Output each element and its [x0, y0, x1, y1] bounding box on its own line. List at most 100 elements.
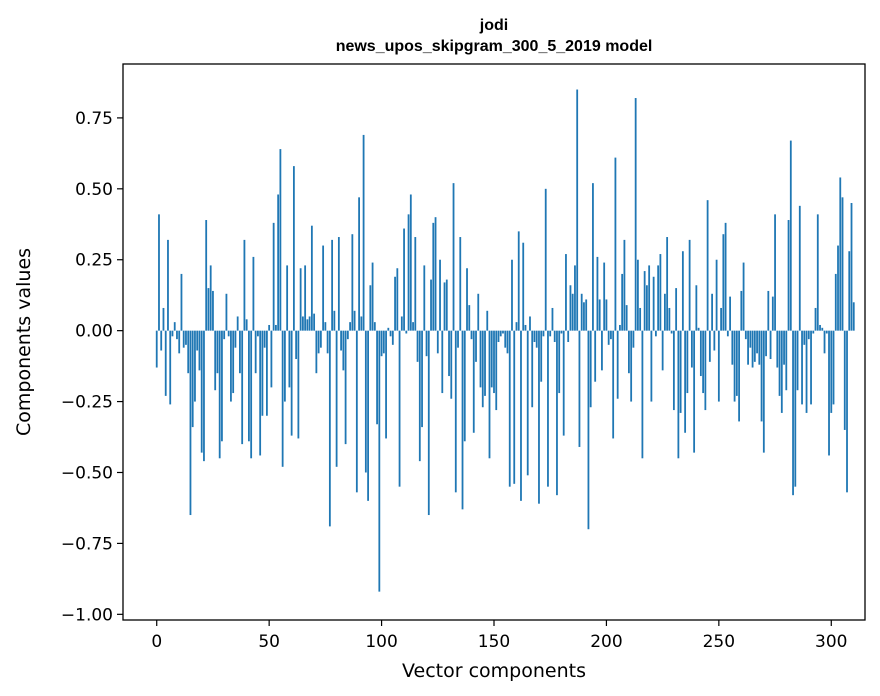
- bar: [225, 293, 228, 331]
- bar: [328, 330, 331, 527]
- bar: [477, 293, 480, 331]
- bar: [457, 330, 459, 348]
- bar: [553, 330, 556, 342]
- bar: [821, 327, 824, 331]
- bar: [560, 330, 563, 334]
- bar: [466, 268, 468, 331]
- bar: [266, 330, 268, 416]
- bar: [733, 330, 736, 402]
- bar: [812, 330, 815, 334]
- bar: [283, 330, 286, 402]
- bar: [212, 290, 214, 331]
- bar: [762, 330, 765, 453]
- bar: [349, 322, 351, 331]
- bar: [257, 330, 259, 337]
- bar: [488, 330, 491, 459]
- bar: [214, 330, 217, 391]
- bar: [850, 203, 853, 331]
- bar: [169, 330, 172, 405]
- bar: [814, 307, 817, 331]
- bar: [780, 330, 783, 413]
- bar: [304, 265, 307, 331]
- bar: [551, 307, 554, 331]
- bars-group: [155, 89, 855, 592]
- bar: [454, 330, 457, 493]
- bar: [203, 330, 205, 462]
- x-tick-label: 0: [151, 632, 162, 652]
- bar: [684, 330, 687, 433]
- bar: [837, 245, 839, 331]
- bar: [652, 276, 655, 331]
- bar: [185, 330, 187, 345]
- bar: [481, 330, 484, 408]
- bar: [245, 319, 248, 331]
- x-axis-label: Vector components: [402, 660, 586, 682]
- bar: [549, 330, 552, 337]
- bar: [807, 330, 810, 340]
- bar: [506, 330, 509, 354]
- bar: [744, 330, 747, 340]
- bar: [281, 330, 284, 467]
- bar: [484, 330, 486, 396]
- bar: [547, 330, 549, 487]
- y-axis: −1.00 −0.75 −0.50 −0.25 0.00 0.25 0.50 0.75: [61, 109, 123, 625]
- bar: [254, 330, 257, 374]
- bar: [556, 330, 558, 496]
- bar: [452, 183, 455, 331]
- bar: [830, 330, 833, 413]
- y-tick-label: 0.50: [75, 180, 113, 200]
- bar: [511, 259, 513, 331]
- bar: [322, 245, 325, 331]
- bar: [164, 330, 167, 396]
- bar: [317, 330, 320, 354]
- bar: [396, 268, 399, 331]
- bar: [261, 330, 264, 416]
- y-tick-label: 0.25: [75, 251, 113, 271]
- bar: [542, 330, 545, 337]
- bar: [441, 330, 444, 394]
- bar: [740, 290, 743, 331]
- bar: [176, 330, 178, 340]
- bar: [632, 330, 635, 348]
- bar: [167, 239, 169, 331]
- bar: [412, 322, 414, 331]
- bar: [259, 330, 262, 456]
- bar: [313, 313, 316, 331]
- bar: [268, 324, 271, 331]
- bar: [297, 330, 300, 439]
- bar: [524, 324, 527, 331]
- bar: [765, 330, 767, 357]
- bar: [848, 251, 851, 331]
- bar: [612, 330, 615, 439]
- bar: [472, 330, 475, 433]
- bar: [738, 330, 740, 422]
- bar: [490, 330, 493, 388]
- bar: [227, 330, 230, 337]
- bar: [522, 242, 525, 331]
- bar: [796, 330, 799, 391]
- bar: [648, 265, 651, 331]
- bar: [650, 330, 653, 402]
- bar: [353, 310, 356, 331]
- bar: [180, 273, 183, 331]
- bar: [367, 330, 369, 501]
- bar: [508, 330, 511, 487]
- bar: [252, 256, 255, 331]
- bar: [774, 214, 776, 331]
- bar: [450, 330, 453, 399]
- bar: [380, 330, 383, 357]
- bar: [221, 330, 223, 442]
- bar: [373, 322, 376, 331]
- bar: [702, 330, 705, 394]
- bar: [425, 330, 428, 357]
- bar: [724, 222, 727, 331]
- bar: [331, 239, 334, 331]
- bar: [843, 330, 846, 430]
- bar: [567, 330, 570, 342]
- bar: [846, 330, 848, 493]
- bar: [423, 265, 426, 331]
- bar: [699, 330, 702, 377]
- bar: [439, 259, 441, 331]
- bar: [747, 330, 749, 365]
- bar: [155, 330, 158, 368]
